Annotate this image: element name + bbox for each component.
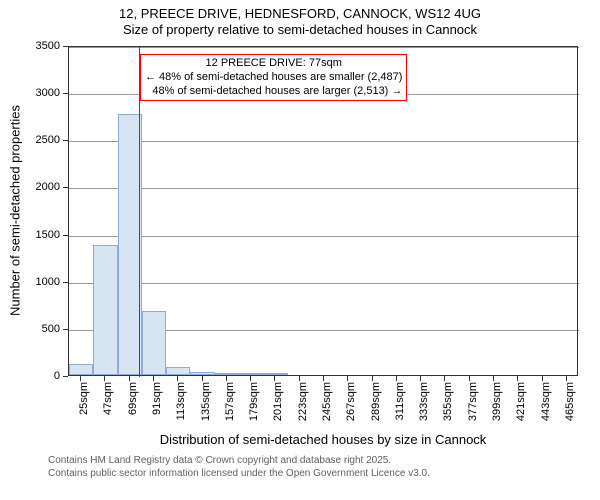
annotation-line-3: 48% of semi-detached houses are larger (… [145, 85, 402, 99]
x-tick-label: 91sqm [151, 382, 163, 415]
x-tick-label: 157sqm [224, 382, 236, 421]
x-tick-mark [250, 376, 251, 381]
x-tick-label: 201sqm [272, 382, 284, 421]
y-tick-label: 2000 [20, 181, 60, 193]
x-tick-mark [566, 376, 567, 381]
y-tick-mark [63, 46, 68, 47]
y-tick-mark [63, 235, 68, 236]
histogram-bar [239, 373, 263, 375]
y-tick-label: 2500 [20, 134, 60, 146]
y-tick-label: 1000 [20, 276, 60, 288]
annotation-line-2: ← 48% of semi-detached houses are smalle… [145, 71, 402, 85]
x-tick-label: 289sqm [370, 382, 382, 421]
y-tick-label: 1500 [20, 229, 60, 241]
y-tick-mark [63, 329, 68, 330]
x-tick-label: 223sqm [297, 382, 309, 421]
footer-line-2: Contains public sector information licen… [48, 467, 430, 480]
y-tick-mark [63, 140, 68, 141]
histogram-bar [69, 364, 93, 375]
grid-line [69, 188, 579, 189]
x-tick-mark [129, 376, 130, 381]
x-tick-mark [396, 376, 397, 381]
histogram-bar [166, 367, 190, 375]
x-tick-label: 421sqm [515, 382, 527, 421]
x-tick-label: 465sqm [564, 382, 576, 421]
x-tick-mark [104, 376, 105, 381]
footer-attribution: Contains HM Land Registry data © Crown c… [48, 454, 430, 480]
x-tick-mark [323, 376, 324, 381]
x-tick-label: 399sqm [491, 382, 503, 421]
x-tick-mark [542, 376, 543, 381]
x-tick-mark [517, 376, 518, 381]
histogram-bar [190, 372, 214, 375]
grid-line [69, 141, 579, 142]
x-tick-label: 135sqm [200, 382, 212, 421]
x-tick-mark [493, 376, 494, 381]
x-tick-mark [177, 376, 178, 381]
y-tick-label: 0 [20, 370, 60, 382]
x-tick-mark [299, 376, 300, 381]
y-tick-mark [63, 282, 68, 283]
x-tick-mark [347, 376, 348, 381]
chart-container: 12, PREECE DRIVE, HEDNESFORD, CANNOCK, W… [0, 0, 600, 500]
x-tick-label: 355sqm [442, 382, 454, 421]
x-tick-mark [444, 376, 445, 381]
y-tick-mark [63, 376, 68, 377]
x-tick-mark [469, 376, 470, 381]
annotation-box: 12 PREECE DRIVE: 77sqm ← 48% of semi-det… [140, 54, 407, 101]
y-tick-label: 3000 [20, 87, 60, 99]
x-tick-label: 179sqm [248, 382, 260, 421]
x-tick-label: 443sqm [540, 382, 552, 421]
x-tick-label: 267sqm [345, 382, 357, 421]
y-tick-label: 3500 [20, 40, 60, 52]
y-tick-label: 500 [20, 323, 60, 335]
x-tick-mark [153, 376, 154, 381]
x-tick-mark [226, 376, 227, 381]
histogram-bar [93, 245, 117, 375]
x-tick-label: 47sqm [102, 382, 114, 415]
footer-line-1: Contains HM Land Registry data © Crown c… [48, 454, 430, 467]
x-axis-label: Distribution of semi-detached houses by … [68, 432, 578, 447]
x-tick-label: 25sqm [78, 382, 90, 415]
annotation-line-1: 12 PREECE DRIVE: 77sqm [145, 57, 402, 71]
x-tick-label: 377sqm [467, 382, 479, 421]
histogram-bar [142, 311, 166, 375]
x-tick-mark [420, 376, 421, 381]
y-tick-mark [63, 187, 68, 188]
grid-line [69, 47, 579, 48]
x-tick-mark [274, 376, 275, 381]
x-tick-label: 333sqm [418, 382, 430, 421]
x-tick-label: 311sqm [394, 382, 406, 420]
x-tick-label: 69sqm [127, 382, 139, 415]
x-tick-mark [372, 376, 373, 381]
chart-title-block: 12, PREECE DRIVE, HEDNESFORD, CANNOCK, W… [0, 0, 600, 39]
x-tick-mark [202, 376, 203, 381]
y-tick-mark [63, 93, 68, 94]
histogram-bar [263, 373, 287, 375]
x-tick-label: 113sqm [175, 382, 187, 420]
histogram-bar [215, 373, 239, 375]
grid-line [69, 283, 579, 284]
x-tick-label: 245sqm [321, 382, 333, 421]
x-tick-mark [80, 376, 81, 381]
title-line-1: 12, PREECE DRIVE, HEDNESFORD, CANNOCK, W… [0, 6, 600, 22]
grid-line [69, 236, 579, 237]
title-line-2: Size of property relative to semi-detach… [0, 22, 600, 38]
